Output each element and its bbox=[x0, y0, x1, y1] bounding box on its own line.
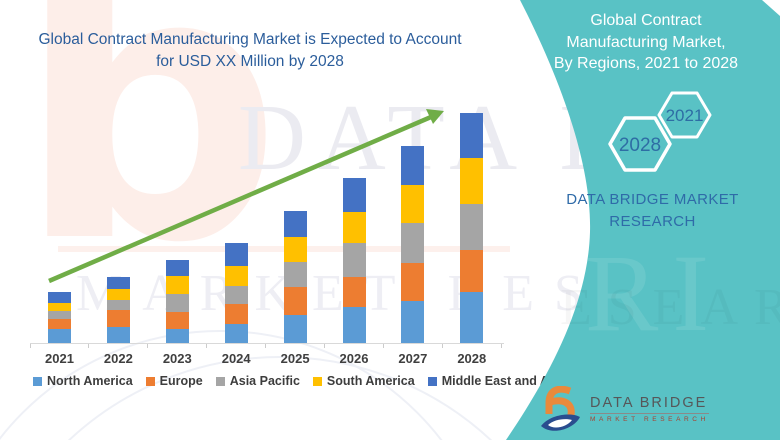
bar-segment-europe bbox=[224, 304, 248, 324]
panel-title-line3: By Regions, 2021 to 2028 bbox=[553, 55, 739, 72]
x-axis-tick bbox=[265, 344, 267, 348]
bar-segment-middle-east-and-africa bbox=[48, 292, 71, 303]
bar-segment-north-america bbox=[165, 329, 189, 343]
bar-segment-middle-east-and-africa bbox=[106, 277, 130, 289]
bar-segment-middle-east-and-africa bbox=[460, 113, 484, 158]
bar-segment-north-america bbox=[106, 327, 130, 343]
bar-segment-europe bbox=[342, 277, 366, 307]
bar-segment-north-america bbox=[460, 292, 484, 343]
chart-title-line1: Global Contract Manufacturing Market is … bbox=[38, 31, 462, 48]
legend-item-asia-pacific: Asia Pacific bbox=[215, 374, 300, 388]
legend-label: North America bbox=[47, 374, 133, 388]
bar-segment-europe bbox=[283, 287, 307, 315]
stacked-bar-2021 bbox=[48, 292, 71, 343]
bar-segment-middle-east-and-africa bbox=[283, 211, 307, 237]
bar-segment-middle-east-and-africa bbox=[401, 146, 425, 185]
hexagon-2021-label: 2021 bbox=[666, 106, 704, 125]
chart-title: Global Contract Manufacturing Market is … bbox=[28, 29, 472, 73]
bar-segment-north-america bbox=[342, 307, 366, 343]
bar-segment-north-america bbox=[401, 301, 425, 343]
logo-text-block: DATA BRIDGE MARKET RESEARCH bbox=[590, 395, 709, 423]
logo-name: DATA BRIDGE bbox=[590, 395, 709, 414]
chart-title-line2: for USD XX Million by 2028 bbox=[156, 53, 344, 70]
panel-brand-line2: RESEARCH bbox=[609, 213, 696, 230]
legend-label: Asia Pacific bbox=[229, 374, 300, 388]
panel-brand-line1: DATA BRIDGE MARKET bbox=[566, 191, 739, 208]
bar-segment-europe bbox=[460, 250, 484, 292]
x-axis-tick bbox=[29, 344, 31, 348]
bar-segment-north-america bbox=[283, 315, 307, 343]
chart-legend: North America Europe Asia Pacific South Ame… bbox=[33, 374, 575, 388]
stacked-bar-2028 bbox=[460, 113, 484, 343]
bar-segment-south-america bbox=[342, 212, 366, 243]
year-hexagons: 2021 2028 bbox=[608, 91, 712, 172]
x-axis-label-2028: 2028 bbox=[457, 351, 487, 366]
legend-swatch-icon bbox=[145, 376, 155, 386]
x-axis-label-2024: 2024 bbox=[221, 351, 251, 366]
legend-item-europe: Europe bbox=[145, 374, 203, 388]
data-bridge-logo-icon bbox=[541, 386, 580, 431]
panel-title-line1: Global Contract bbox=[590, 12, 702, 29]
legend-item-north-america: North America bbox=[33, 374, 133, 388]
legend-swatch-icon bbox=[215, 376, 225, 386]
legend-label: South America bbox=[326, 374, 415, 388]
legend-swatch-icon bbox=[33, 376, 42, 386]
bar-segment-south-america bbox=[106, 289, 130, 300]
stacked-bar-2023 bbox=[165, 260, 189, 343]
bar-segment-middle-east-and-africa bbox=[165, 260, 189, 276]
bar-segment-south-america bbox=[48, 303, 71, 311]
x-axis-tick bbox=[206, 344, 208, 348]
bar-segment-europe bbox=[401, 263, 425, 301]
bar-segment-north-america bbox=[48, 329, 71, 343]
bar-segment-south-america bbox=[460, 158, 484, 204]
x-axis-label-2022: 2022 bbox=[103, 351, 133, 366]
panel-title-line2: Manufacturing Market, bbox=[566, 33, 726, 51]
bar-segment-south-america bbox=[165, 276, 189, 294]
bar-segment-europe bbox=[165, 312, 189, 329]
panel-title: Global Contract Manufacturing Market, By… bbox=[520, 10, 772, 75]
bar-segment-asia-pacific bbox=[401, 223, 425, 263]
x-axis-label-2027: 2027 bbox=[398, 351, 428, 366]
bar-segment-asia-pacific bbox=[165, 294, 189, 312]
x-axis-label-2025: 2025 bbox=[280, 351, 310, 366]
x-axis-line bbox=[30, 343, 504, 344]
corner-notch bbox=[762, 0, 780, 16]
logo-subtitle: MARKET RESEARCH bbox=[590, 416, 709, 423]
bar-segment-asia-pacific bbox=[460, 204, 484, 250]
x-axis-label-2026: 2026 bbox=[339, 351, 369, 366]
bar-segment-europe bbox=[48, 319, 71, 329]
x-axis-label-2023: 2023 bbox=[162, 351, 192, 366]
bar-segment-asia-pacific bbox=[283, 262, 307, 287]
x-axis-label-2021: 2021 bbox=[45, 351, 74, 366]
bar-segment-south-america bbox=[224, 266, 248, 286]
hexagon-2028: 2028 bbox=[608, 116, 672, 172]
hexagon-2021: 2021 bbox=[657, 91, 712, 139]
bar-segment-north-america bbox=[224, 324, 248, 343]
bar-segment-asia-pacific bbox=[106, 300, 130, 310]
stacked-bar-2027 bbox=[401, 146, 425, 343]
bar-segment-middle-east-and-africa bbox=[342, 178, 366, 212]
bar-segment-asia-pacific bbox=[224, 286, 248, 304]
bar-segment-europe bbox=[106, 310, 130, 327]
x-axis-tick bbox=[382, 344, 384, 348]
bar-segment-south-america bbox=[401, 185, 425, 223]
data-bridge-logo: DATA BRIDGE MARKET RESEARCH bbox=[540, 386, 709, 432]
x-axis-tick bbox=[500, 344, 502, 348]
panel-brand-text: DATA BRIDGE MARKET RESEARCH bbox=[540, 189, 765, 233]
x-axis-tick bbox=[88, 344, 90, 348]
legend-item-south-america: South America bbox=[312, 374, 415, 388]
x-axis-tick bbox=[147, 344, 149, 348]
legend-label: Europe bbox=[159, 374, 203, 388]
legend-swatch-icon bbox=[427, 376, 437, 386]
hexagon-2028-label: 2028 bbox=[619, 135, 661, 156]
legend-swatch-icon bbox=[312, 376, 322, 386]
x-axis-tick bbox=[324, 344, 325, 348]
x-axis-tick bbox=[441, 344, 443, 348]
bar-segment-asia-pacific bbox=[48, 311, 71, 319]
stacked-bar-2022 bbox=[106, 277, 130, 343]
